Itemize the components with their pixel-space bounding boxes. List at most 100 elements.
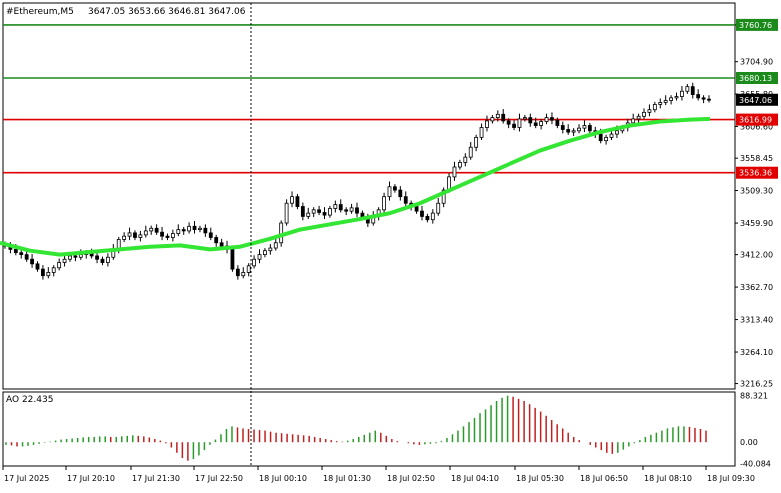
y-tick-9: 3313.40 [740, 316, 773, 325]
header-ohlc: 3647.05 3653.66 3646.81 3647.06 [88, 7, 246, 17]
ao-histogram [5, 395, 707, 461]
candle-72 [393, 184, 397, 193]
x-axis: 17 Jul 2025 17 Jul 20:10 17 Jul 21:30 17 Ju… [2, 466, 755, 483]
candle-71 [387, 181, 392, 201]
level-tag-1 [736, 72, 778, 85]
candle-106 [577, 124, 581, 134]
candle-91 [495, 110, 500, 122]
candle-98 [533, 117, 538, 129]
candle-50 [273, 237, 278, 251]
y-tick-10: 3264.10 [740, 348, 773, 357]
level-tag-3 [736, 166, 778, 179]
candle-95 [517, 113, 522, 132]
candle-36 [198, 225, 202, 233]
candle-103 [560, 121, 565, 134]
candle-58 [317, 205, 321, 216]
candle-94 [512, 120, 516, 131]
candle-74 [403, 191, 408, 206]
moving-average [0, 116, 711, 257]
ao-tick-2: -40.084 [740, 459, 771, 468]
candle-93 [506, 118, 511, 129]
candle-31 [170, 229, 175, 242]
candle-49 [268, 244, 273, 255]
candle-129 [701, 95, 706, 104]
candle-61 [333, 200, 338, 213]
candle-119 [647, 104, 652, 117]
candle-46 [252, 255, 257, 269]
candle-25 [138, 230, 143, 242]
candle-52 [284, 199, 289, 226]
x-tick-10: 18 Jul 08:10 [644, 474, 692, 483]
y-tick-11: 3216.25 [740, 380, 773, 389]
level-tag-0 [736, 18, 778, 31]
y-tick-1: 3704.90 [740, 58, 773, 67]
candle-3 [19, 250, 24, 259]
candle-86 [468, 141, 473, 160]
x-tick-1: 17 Jul 20:10 [67, 474, 115, 483]
candle-39 [214, 234, 219, 247]
candle-100 [544, 113, 549, 125]
candle-56 [306, 207, 311, 220]
candle-29 [160, 226, 164, 241]
y-tick-8: 3362.70 [740, 283, 773, 292]
candle-105 [571, 128, 576, 137]
chart-frames [2, 2, 736, 467]
candle-126 [685, 84, 690, 94]
candle-19 [105, 253, 110, 267]
candle-24 [133, 230, 137, 241]
candle-30 [165, 233, 170, 241]
candle-10 [57, 258, 62, 271]
candle-77 [420, 205, 424, 221]
candle-104 [566, 124, 571, 135]
candle-127 [690, 82, 695, 99]
candle-59 [322, 207, 327, 220]
candle-23 [127, 227, 132, 241]
y-tick-7: 3412.00 [740, 251, 773, 260]
candle-8 [46, 267, 51, 279]
candle-73 [398, 186, 403, 201]
candle-38 [208, 227, 213, 241]
x-tick-11: 18 Jul 09:30 [707, 474, 755, 483]
candle-96 [522, 114, 527, 122]
candle-65 [355, 202, 359, 218]
candle-107 [582, 120, 587, 133]
candle-33 [181, 226, 186, 235]
candle-43 [235, 265, 240, 280]
candle-22 [122, 232, 127, 243]
candle-120 [652, 101, 657, 113]
y-tick-5: 3509.30 [740, 187, 773, 196]
candle-47 [257, 249, 262, 264]
candle-45 [246, 263, 251, 277]
candle-54 [295, 194, 300, 210]
price-panel-frame [2, 2, 736, 390]
candle-64 [349, 203, 354, 214]
candle-111 [604, 134, 609, 145]
candle-123 [669, 95, 673, 105]
candle-78 [425, 213, 430, 223]
candle-35 [192, 221, 197, 234]
level-tag-2 [736, 113, 778, 126]
x-tick-2: 17 Jul 21:30 [132, 474, 180, 483]
candle-44 [241, 267, 246, 279]
horizontal-levels [3, 24, 735, 174]
candle-125 [680, 85, 684, 101]
ao-label: AO 22.435 [6, 395, 53, 405]
price-labels: 3760.76 3680.13 3616.99 3536.36 3647.06 [736, 18, 778, 179]
level-label-0: 3760.76 [739, 21, 772, 30]
candle-99 [539, 118, 544, 130]
ma-line [0, 116, 711, 257]
candle-7 [41, 265, 45, 280]
current-price-tag [736, 93, 778, 106]
candle-102 [555, 117, 560, 129]
candle-79 [430, 209, 435, 224]
candle-88 [479, 123, 484, 141]
candle-122 [663, 95, 668, 106]
x-tick-6: 18 Jul 02:50 [387, 474, 435, 483]
candle-18 [100, 256, 105, 266]
candle-53 [290, 191, 294, 208]
candle-57 [311, 207, 316, 218]
candle-62 [338, 199, 343, 213]
